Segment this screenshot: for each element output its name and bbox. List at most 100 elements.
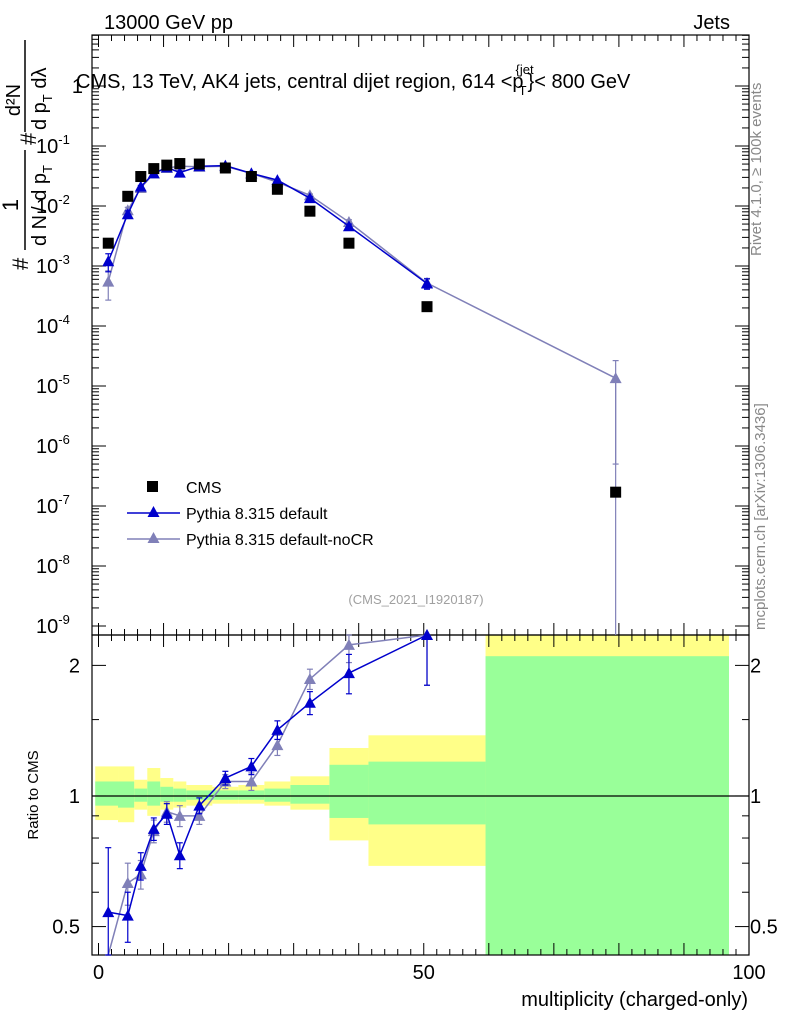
rivet-label: Rivet 4.1.0, ≥ 100k events (748, 83, 765, 256)
top-tick-label-7: 10-7 (36, 492, 70, 518)
ratio-pythia-marker-12 (421, 629, 434, 640)
legend: CMS Pythia 8.315 default Pythia 8.315 de… (127, 480, 374, 549)
ratio-tick-label-left-2: 2 (69, 655, 80, 677)
mcplots-label: mcplots.cern.ch [arXiv:1306.3436] (752, 403, 769, 630)
ratio-pythia-marker-10 (303, 696, 316, 708)
ratio-nocr-marker-1 (121, 877, 134, 889)
band-inner-4 (160, 786, 174, 802)
band-inner-0 (95, 781, 119, 806)
cms-marker-6 (193, 158, 205, 170)
legend-marker-cms (147, 481, 158, 492)
cms-marker-13 (610, 486, 622, 498)
band-inner-8 (238, 790, 265, 800)
band-inner-5 (173, 788, 187, 802)
ratio-nocr-marker-8 (245, 775, 258, 787)
ratio-tick-label-right-0: 0.5 (750, 917, 778, 939)
ratio-pythia-marker-8 (245, 760, 258, 772)
band-inner-10 (290, 785, 330, 804)
ratio-nocr-marker-9 (271, 739, 284, 751)
legend-marker-pythia (147, 506, 160, 517)
band-inner-13 (485, 656, 729, 955)
ylabel-hash-2: # (16, 132, 41, 145)
ratio-plot-frame (91, 634, 750, 956)
top-tick-label-2: 10-2 (36, 192, 70, 218)
top-series (102, 158, 622, 635)
top-axis-ticks: 1 10-1 10-2 10-3 10-4 10-5 10-6 10-7 10-8 10-9 (36, 34, 750, 638)
pythia-marker-2 (134, 180, 147, 192)
top-y-axis-label: # 1 d N/ d pT # d²N d pT dλ (0, 40, 55, 270)
ratio-pythia-marker-1 (121, 909, 134, 921)
ratio-tick-label-left-0: 0.5 (52, 917, 80, 939)
x-axis-label: multiplicity (charged-only) (521, 989, 748, 1011)
plot-title-sub: T (519, 83, 527, 98)
ylabel-hash-1: # (8, 257, 33, 270)
header-left: 13000 GeV pp (104, 12, 233, 34)
band-inner-1 (118, 781, 135, 808)
cms-marker-8 (245, 171, 257, 183)
analysis-id: (CMS_2021_I1920187) (348, 592, 483, 607)
pythia-marker-10 (303, 192, 316, 204)
pythia-line (107, 164, 428, 285)
plot-title-end: }< 800 GeV (528, 71, 632, 93)
cms-marker-12 (421, 301, 433, 313)
legend-marker-nocr (147, 532, 160, 543)
ylabel-frac1-den: d N/ d pT (29, 165, 55, 246)
top-tick-label-0: 1 (72, 76, 83, 98)
top-tick-label-5: 10-5 (36, 372, 70, 398)
ratio-nocr-marker-11 (342, 638, 355, 650)
band-inner-7 (212, 790, 239, 800)
x-tick-label-2: 100 (732, 962, 765, 984)
pythia-marker-5 (173, 166, 186, 178)
cms-marker-0 (102, 237, 114, 249)
ratio-nocr-marker-6 (193, 809, 206, 821)
cms-marker-1 (122, 190, 134, 202)
band-inner-3 (147, 781, 161, 806)
legend-label-nocr: Pythia 8.315 default-noCR (186, 532, 374, 549)
ratio-nocr-marker-5 (173, 809, 186, 821)
ratio-pythia-marker-7 (219, 772, 232, 784)
nocr-marker-13 (609, 372, 622, 384)
legend-label-pythia: Pythia 8.315 default (186, 506, 328, 523)
pythia-marker-11 (342, 220, 355, 232)
ratio-tick-label-right-2: 2 (750, 655, 761, 677)
ratio-pythia-marker-2 (134, 859, 147, 871)
ratio-tick-label-left-1: 1 (69, 786, 80, 808)
ratio-pythia-marker-9 (271, 723, 284, 735)
pythia-marker-1 (121, 208, 134, 220)
ratio-series (102, 629, 434, 956)
ratio-pythia-marker-6 (193, 799, 206, 811)
top-tick-label-1: 10-1 (36, 132, 70, 158)
cms-marker-5 (174, 158, 186, 170)
cms-marker-10 (304, 205, 316, 217)
ratio-pythia-marker-11 (342, 667, 355, 679)
uncertainty-bands (95, 635, 729, 955)
ylabel-frac2-den: d pT dλ (29, 68, 55, 130)
band-inner-12 (368, 761, 486, 825)
band-inner-11 (329, 764, 369, 818)
ratio-pythia-marker-0 (102, 906, 115, 918)
cms-marker-3 (148, 163, 160, 175)
cms-marker-9 (271, 183, 283, 195)
ratio-y-axis-label: Ratio to CMS (25, 750, 42, 839)
header-right: Jets (693, 12, 730, 34)
x-tick-label-0: 0 (93, 962, 104, 984)
pythia-marker-12 (421, 277, 434, 289)
legend-label-cms: CMS (186, 480, 222, 497)
ratio-pythia-marker-4 (160, 807, 173, 819)
ratio-pythia-marker-3 (147, 822, 160, 834)
band-inner-9 (264, 788, 291, 802)
plot-title-main: CMS, 13 TeV, AK4 jets, central dijet reg… (76, 71, 524, 93)
ylabel-frac2-num: d²N (3, 84, 25, 116)
plot-title: CMS, 13 TeV, AK4 jets, central dijet reg… (76, 62, 631, 98)
top-tick-label-3: 10-3 (36, 252, 70, 278)
cms-marker-11 (343, 237, 355, 249)
top-tick-label-4: 10-4 (36, 312, 70, 338)
cms-marker-2 (135, 171, 147, 183)
ratio-pythia-marker-5 (173, 849, 186, 861)
plot-title-sup: {jet (516, 62, 534, 77)
nocr-marker-0 (102, 275, 115, 287)
ratio-nocr-marker-10 (303, 673, 316, 685)
ratio-tick-label-right-1: 1 (750, 786, 761, 808)
cms-marker-4 (161, 159, 173, 171)
